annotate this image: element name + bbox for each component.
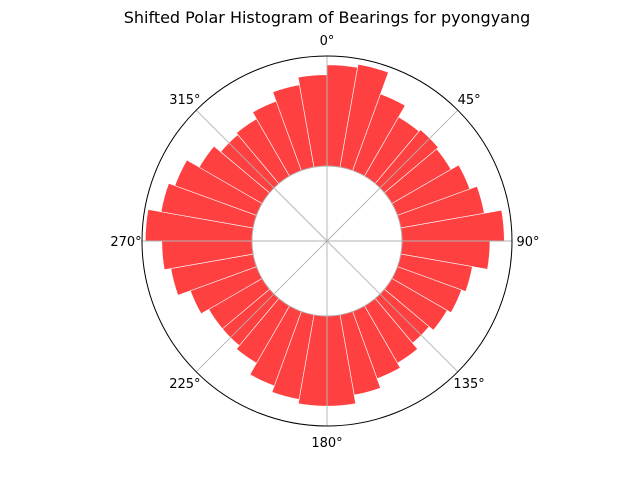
chart-title: Shifted Polar Histogram of Bearings for …: [124, 8, 531, 27]
polar-frame: [141, 55, 513, 427]
angle-tick-label: 135°: [453, 377, 484, 392]
angle-tick-label: 315°: [169, 93, 200, 108]
angle-tick-label: 45°: [458, 93, 481, 108]
grid-spoke: [195, 240, 328, 373]
angle-tick-label: 180°: [311, 436, 342, 451]
polar-grid: [142, 56, 512, 426]
angle-tick-labels: 0° 45° 90° 135° 180° 225° 270° 315°: [110, 34, 539, 451]
grid-spoke: [326, 109, 459, 242]
angle-tick-label: 225°: [169, 377, 200, 392]
grid-spoke: [195, 109, 328, 242]
angle-tick-label: 0°: [320, 34, 335, 49]
histogram-bars: [144, 63, 505, 407]
grid-circle: [251, 165, 403, 317]
angle-tick-label: 270°: [110, 235, 141, 250]
grid-spoke: [326, 240, 459, 373]
angle-tick-label: 90°: [516, 235, 539, 250]
